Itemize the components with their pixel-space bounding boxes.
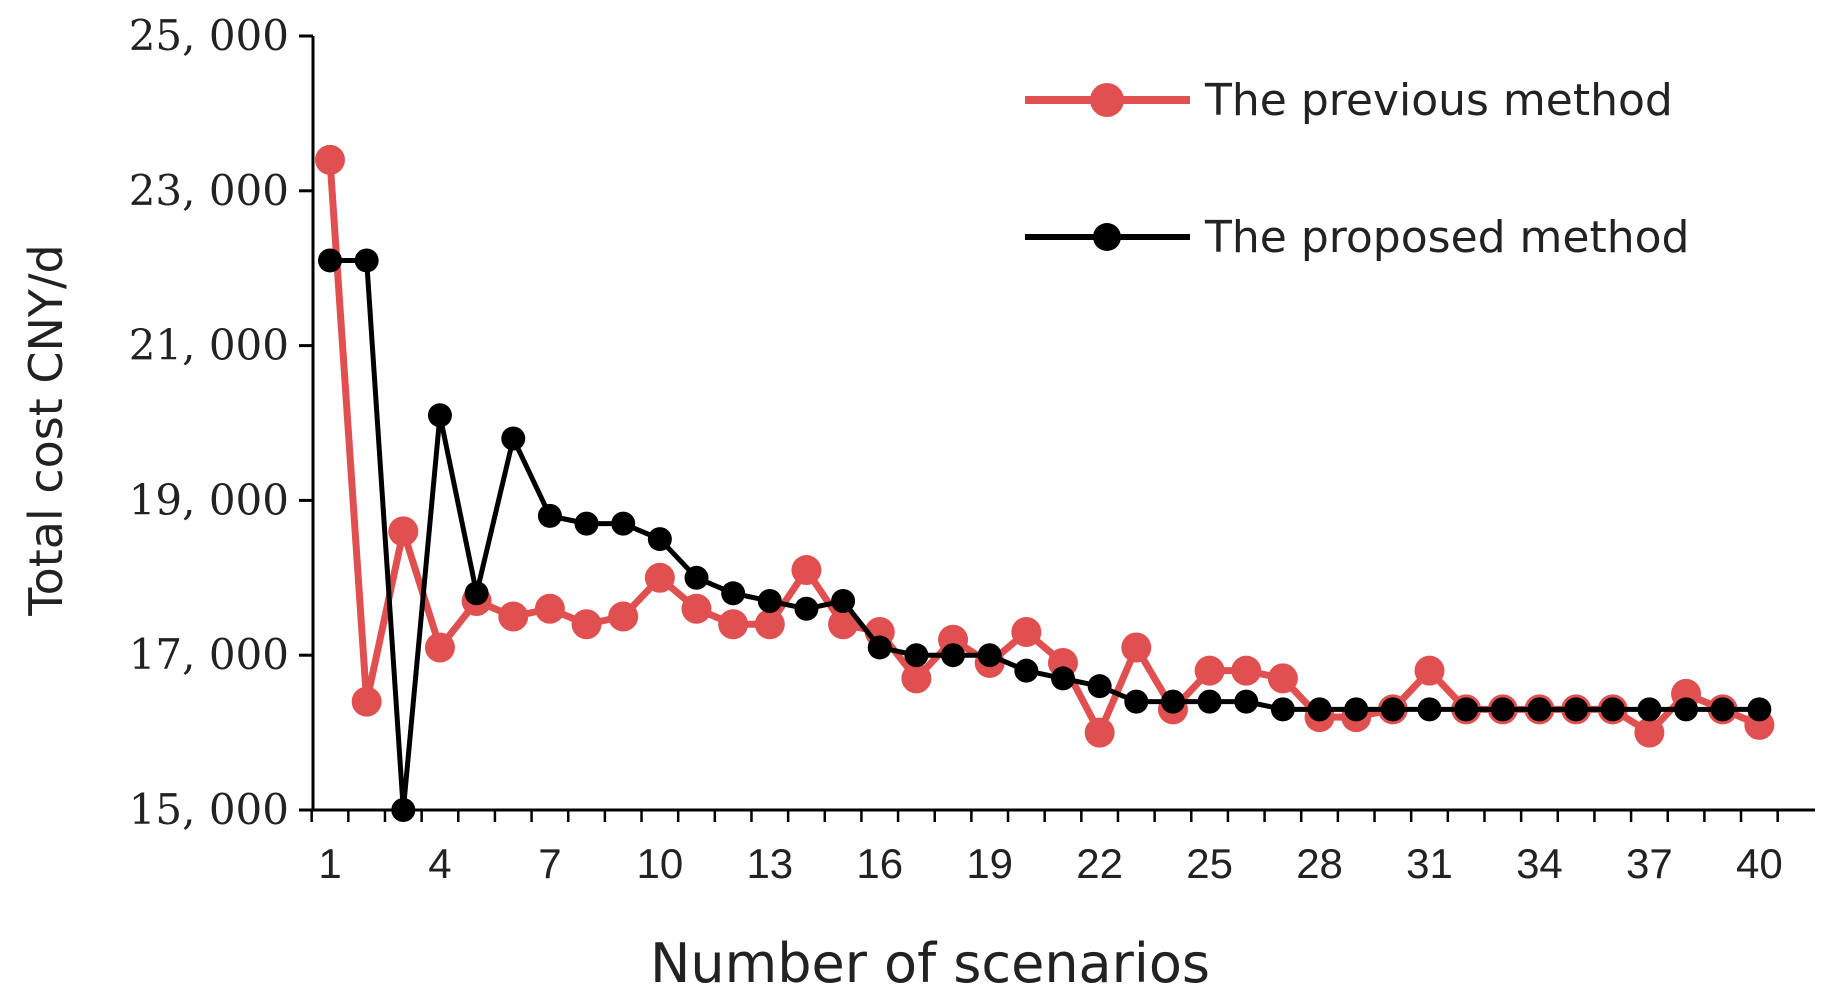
series-1-point: [534, 593, 565, 624]
series-layer: [315, 144, 1775, 822]
series-2-point: [1014, 658, 1039, 683]
x-tick-label: 16: [856, 840, 903, 887]
y-axis-title: Total cost CNY/d: [19, 244, 73, 616]
series-1-point: [424, 632, 455, 663]
y-tick-label: 21, 000: [129, 321, 289, 370]
series-2-point: [1087, 674, 1112, 699]
series-1-point: [1634, 717, 1665, 748]
x-tick-label: 40: [1736, 840, 1783, 887]
series-2-point: [684, 565, 709, 590]
series-1-point: [315, 144, 345, 175]
series-1-point: [681, 593, 712, 624]
series-2-point: [1197, 689, 1222, 714]
series-1-point: [608, 601, 639, 632]
x-tick-label: 10: [636, 840, 683, 887]
y-tick-label: 19, 000: [129, 475, 289, 524]
series-2-point: [1564, 697, 1589, 722]
legend: The previous method The proposed method: [1025, 75, 1689, 263]
series-2-point: [464, 581, 489, 606]
series-2-point: [941, 643, 966, 668]
series-2-point: [867, 635, 892, 660]
legend-swatch-marker: [1093, 223, 1121, 251]
series-2-point: [1344, 697, 1369, 722]
series-2-point: [1710, 697, 1735, 722]
series-2-point: [794, 596, 819, 621]
y-ticks: 15, 000 17, 000 19, 000 21, 000 23, 000 25, 0…: [129, 11, 313, 834]
series-1-point: [901, 663, 932, 694]
series-1-point: [644, 562, 675, 593]
series-1-point: [1267, 663, 1298, 694]
series-2-point: [574, 511, 599, 536]
series-1-point: [1414, 655, 1445, 686]
series-1-point: [828, 609, 859, 640]
series-1-point: [1194, 655, 1225, 686]
series-2-point: [1454, 697, 1479, 722]
series-2-point: [757, 589, 782, 614]
x-tick-label: 7: [538, 840, 561, 887]
series-1-point: [791, 555, 822, 586]
series-2-point: [1527, 697, 1552, 722]
series-2-point: [391, 798, 416, 822]
y-tick-label: 25, 000: [129, 11, 289, 60]
series-2-point: [611, 511, 636, 536]
series-2: [318, 248, 1772, 822]
series-2-point: [1600, 697, 1625, 722]
series-2-point: [1674, 697, 1699, 722]
series-2-point: [647, 527, 672, 552]
axes: [311, 36, 1815, 812]
legend-swatch-marker: [1090, 83, 1124, 117]
x-tick-label: 31: [1406, 840, 1453, 887]
x-tick-label: 1: [318, 840, 341, 887]
series-1-point: [351, 686, 382, 717]
series-1-point: [1084, 717, 1115, 748]
series-1-point: [388, 516, 419, 547]
series-1-point: [718, 609, 749, 640]
series-1-point: [571, 609, 602, 640]
series-2-point: [1051, 666, 1075, 691]
x-tick-label: 34: [1516, 840, 1563, 887]
series-2-point: [537, 503, 562, 528]
x-axis-title: Number of scenarios: [650, 932, 1210, 995]
y-tick-label: 17, 000: [129, 630, 289, 679]
series-2-point: [831, 589, 856, 614]
series-2-line: [330, 257, 1760, 813]
series-2-point: [318, 248, 342, 273]
series-2-point: [1380, 697, 1405, 722]
series-2-point: [1747, 697, 1772, 722]
y-tick-label: 15, 000: [129, 785, 289, 834]
series-2-point: [1160, 689, 1185, 714]
series-2-point: [354, 248, 379, 273]
series-1-point: [498, 601, 529, 632]
x-tick-label: 19: [966, 840, 1013, 887]
x-tick-label: 25: [1186, 840, 1233, 887]
series-2-point: [977, 643, 1002, 668]
series-2-point: [1417, 697, 1442, 722]
series-1-point: [1231, 655, 1262, 686]
series-2-point: [1270, 697, 1295, 722]
legend-label: The previous method: [1204, 75, 1673, 126]
series-2-point: [721, 581, 746, 606]
legend-item: The proposed method: [1025, 212, 1689, 263]
series-2-point: [1490, 697, 1515, 722]
x-tick-label: 37: [1626, 840, 1673, 887]
series-2-point: [1124, 689, 1149, 714]
series-2-point: [1234, 689, 1259, 714]
x-tick-label: 4: [428, 840, 451, 887]
legend-label: The proposed method: [1204, 212, 1689, 263]
series-1-point: [1121, 632, 1152, 663]
legend-item: The previous method: [1025, 75, 1673, 126]
series-2-point: [1307, 697, 1332, 722]
series-2-point: [501, 426, 526, 451]
series-1-point: [1011, 616, 1042, 647]
x-tick-label: 13: [746, 840, 793, 887]
series-1-point: [754, 609, 785, 640]
x-tick-label: 22: [1076, 840, 1123, 887]
series-2-point: [904, 643, 929, 668]
series-2-point: [427, 403, 452, 428]
series-2-point: [1637, 697, 1662, 722]
x-tick-label: 28: [1296, 840, 1343, 887]
x-ticks: 1 4 7 10 13 16 19 22 25 28 31 34 37 40: [310, 810, 1783, 887]
y-tick-label: 23, 000: [129, 166, 289, 215]
